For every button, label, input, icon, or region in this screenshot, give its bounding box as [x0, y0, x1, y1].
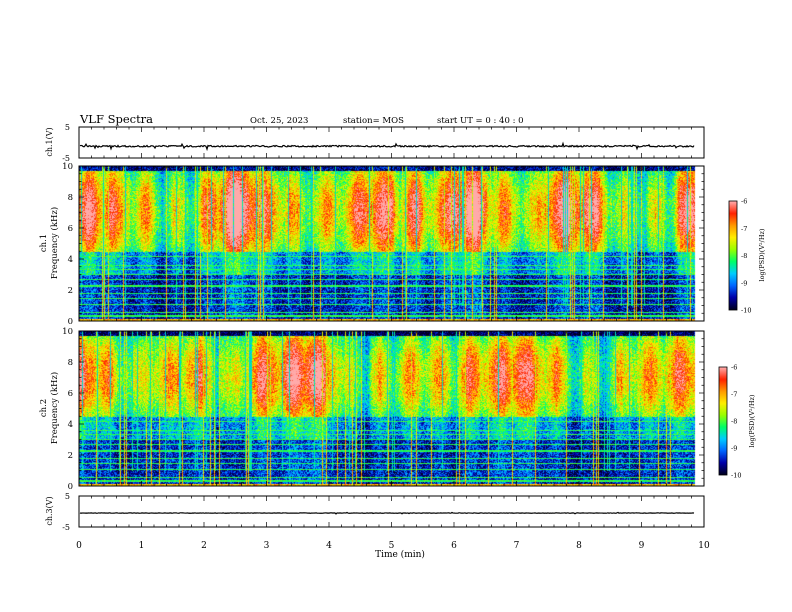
ch3-ytick-top: 5: [65, 492, 70, 501]
waveform-line: [79, 141, 695, 152]
time-ticklabel: 10: [698, 541, 710, 551]
colorbar-ticklabel: -9: [731, 445, 737, 453]
ch1-colorbar-gradient: [729, 201, 737, 310]
time-ticklabel: 1: [139, 541, 145, 551]
date-label: Oct. 25, 2023: [250, 116, 308, 126]
time-ticklabel: 0: [76, 541, 82, 551]
time-ticklabel: 8: [576, 541, 582, 551]
colorbar-ticklabel: -8: [731, 418, 737, 426]
freq-ticklabel: 2: [68, 451, 73, 461]
time-ticklabel: 6: [451, 541, 457, 551]
ch1-waveform-ticks: [78, 127, 705, 158]
colorbar-ticklabel: -9: [741, 279, 747, 287]
time-ticklabel: 4: [326, 541, 332, 551]
freq-ticklabel: 6: [68, 224, 73, 234]
time-axis-ticklabels: 0 1 2 3 4 5 6 7 8 9 10: [76, 541, 710, 551]
ch3-waveform-panel: 5 -5 ch.3(V): [45, 492, 705, 532]
ch2-colorbar-gradient: [719, 367, 727, 475]
ch1-waveform-ylabel: ch.1(V): [45, 127, 54, 156]
freq-ticklabel: 10: [62, 327, 73, 337]
freq-ticklabel: 10: [62, 162, 73, 172]
ch2-colorbar-ticklabels: -6 -7 -8 -9 -10: [731, 364, 741, 480]
ch3-waveform-ylabel: ch.3(V): [45, 496, 54, 525]
ch1-frequency-label: Frequency (kHz): [49, 207, 60, 279]
ch1-colorbar-label: log(PSD)(V²/Hz): [758, 228, 766, 281]
freq-ticklabel: 4: [68, 420, 73, 430]
ch2-spectrogram-panel: 0 2 4 6 8 10 ch.2 Frequency (kHz): [39, 327, 705, 492]
freq-ticklabel: 2: [68, 286, 73, 296]
ch1-frequency-ticklabels: 0 2 4 6 8 10: [62, 162, 73, 327]
time-ticklabel: 7: [514, 541, 520, 551]
ch1-colorbar-frame: [728, 200, 738, 311]
ch2-colorbar-frame: [718, 366, 728, 476]
ch1-colorbar: -6 -7 -8 -9 -10 log(PSD)(V²/Hz): [728, 198, 766, 315]
ch1-waveform-trace: [79, 141, 695, 152]
ch1-ytick-bottom: -5: [62, 154, 70, 163]
ch3-waveform-trace: [79, 511, 695, 515]
ch1-colorbar-ticklabels: -6 -7 -8 -9 -10: [741, 198, 751, 315]
freq-ticklabel: 0: [68, 482, 73, 492]
station-label: station= MOS: [343, 116, 404, 126]
time-ticklabel: 5: [389, 541, 395, 551]
colorbar-ticklabel: -6: [731, 364, 737, 372]
ch1-spectrogram-ticks: [78, 165, 705, 322]
colorbar-ticklabel: -6: [741, 198, 747, 206]
ch3-ytick-bottom: -5: [62, 523, 70, 532]
ch1-ytick-top: 5: [65, 123, 70, 132]
figure-title: VLF Spectra: [79, 112, 153, 126]
ch2-channel-label: ch.2: [39, 399, 49, 417]
ch1-waveform-frame: [78, 126, 705, 159]
ch1-channel-label: ch.1: [39, 234, 49, 252]
ch2-frequency-label: Frequency (kHz): [49, 372, 60, 444]
colorbar-ticklabel: -7: [731, 391, 737, 399]
time-ticklabel: 3: [264, 541, 270, 551]
waveform-line: [79, 511, 695, 515]
ch1-spectrogram-panel: 0 2 4 6 8 10 ch.1 Frequency (kHz): [39, 162, 705, 327]
start-time-label: start UT = 0 : 40 : 0: [437, 116, 524, 126]
ch2-colorbar: -6 -7 -8 -9 -10 log(PSD)(V²/Hz): [718, 364, 756, 480]
colorbar-ticklabel: -8: [741, 252, 747, 260]
colorbar-ticklabel: -10: [731, 472, 741, 480]
time-ticklabel: 2: [201, 541, 207, 551]
freq-ticklabel: 8: [68, 358, 73, 368]
freq-ticklabel: 6: [68, 389, 73, 399]
ch2-frequency-ticklabels: 0 2 4 6 8 10: [62, 327, 73, 492]
ch2-spectrogram-image: [79, 331, 704, 486]
ch3-waveform-ticks: [78, 496, 705, 527]
time-axis-label: Time (min): [375, 549, 425, 560]
freq-ticklabel: 8: [68, 193, 73, 203]
ch2-spectrogram-ticks: [78, 330, 705, 487]
time-ticklabel: 9: [639, 541, 645, 551]
colorbar-ticklabel: -7: [741, 225, 747, 233]
ch1-waveform-panel: 5 -5 ch.1(V): [45, 123, 705, 163]
freq-ticklabel: 0: [68, 317, 73, 327]
colorbar-ticklabel: -10: [741, 307, 751, 315]
freq-ticklabel: 4: [68, 255, 73, 265]
ch2-colorbar-label: log(PSD)(V²/Hz): [748, 394, 756, 447]
ch1-spectrogram-image: [79, 166, 704, 321]
